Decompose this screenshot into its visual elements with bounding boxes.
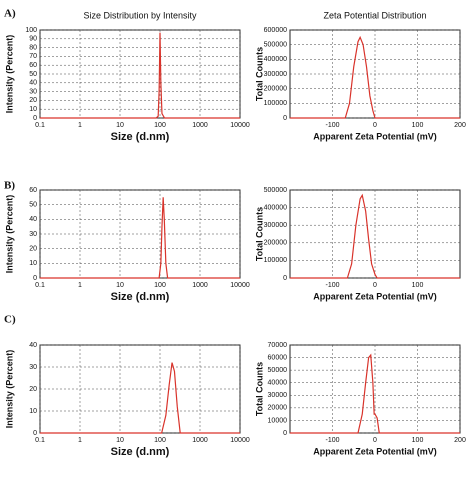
x-tick-label: 0.1 [35,282,45,289]
y-tick-label: 100000 [264,100,287,107]
y-tick-label: 200000 [264,240,287,247]
x-tick-label: 0 [373,437,377,444]
y-tick-label: 60 [29,187,37,194]
y-tick-label: 100 [25,27,37,34]
y-tick-label: 30 [29,231,37,238]
x-axis-label: Apparent Zeta Potential (mV) [313,446,437,456]
y-tick-label: 400000 [264,56,287,63]
x-tick-label: 100 [412,122,424,129]
y-tick-label: 10 [29,260,37,267]
panel-label: B) [4,180,15,192]
y-tick-label: 30000 [268,392,288,399]
y-tick-label: 70 [29,53,37,60]
y-tick-label: 70000 [268,342,288,349]
x-tick-label: 10000 [230,122,250,129]
y-tick-label: 300000 [264,222,287,229]
data-line [40,197,240,279]
x-tick-label: 100 [154,437,166,444]
x-tick-label: 100 [154,122,166,129]
y-tick-label: 500000 [264,42,287,49]
x-tick-label: -100 [325,437,339,444]
data-line [290,35,460,119]
x-axis-label: Size (d.nm) [111,291,170,303]
chart-title: Size Distribution by Intensity [83,10,197,20]
x-tick-label: 1 [78,122,82,129]
x-tick-label: 1000 [192,437,208,444]
y-tick-label: 50 [29,71,37,78]
y-tick-label: 200000 [264,86,287,93]
x-axis-label: Size (d.nm) [111,131,170,143]
y-tick-label: 30 [29,88,37,95]
x-tick-label: 1000 [192,282,208,289]
y-tick-label: 30 [29,364,37,371]
y-tick-label: 40 [29,80,37,87]
y-tick-label: 40 [29,342,37,349]
y-tick-label: 20 [29,386,37,393]
y-tick-label: 40000 [268,380,288,387]
y-tick-label: 0 [283,430,287,437]
x-tick-label: 200 [454,122,466,129]
y-tick-label: 50 [29,202,37,209]
y-tick-label: 500000 [264,187,287,194]
y-tick-label: 600000 [264,27,287,34]
y-axis-label: Total Counts [254,47,264,101]
x-axis-label: Size (d.nm) [111,446,170,458]
x-tick-label: 200 [454,437,466,444]
y-tick-label: 0 [283,275,287,282]
y-tick-label: 0 [33,430,37,437]
y-axis-label: Total Counts [254,207,264,261]
y-tick-label: 60 [29,62,37,69]
x-tick-label: 0.1 [35,437,45,444]
y-tick-label: 90 [29,36,37,43]
x-tick-label: 10 [116,282,124,289]
y-tick-label: 20 [29,246,37,253]
x-tick-label: 0 [373,282,377,289]
y-tick-label: 80 [29,44,37,51]
chart-title: Zeta Potential Distribution [323,10,426,20]
y-tick-label: 100000 [264,257,287,264]
x-tick-label: 1 [78,437,82,444]
y-tick-label: 0 [33,275,37,282]
y-tick-label: 10000 [268,417,288,424]
y-axis-label: Intensity (Percent) [4,195,14,274]
x-tick-label: 0.1 [35,122,45,129]
x-tick-label: 1 [78,282,82,289]
y-axis-label: Intensity (Percent) [4,35,14,114]
x-tick-label: 10 [116,437,124,444]
x-tick-label: 100 [412,437,424,444]
y-tick-label: 10 [29,106,37,113]
data-line [290,193,460,279]
y-tick-label: 0 [283,115,287,122]
y-tick-label: 20000 [268,405,288,412]
y-tick-label: 10 [29,408,37,415]
data-line [40,32,240,119]
y-axis-label: Intensity (Percent) [4,350,14,429]
x-tick-label: -100 [325,282,339,289]
x-axis-label: Apparent Zeta Potential (mV) [313,131,437,141]
x-tick-label: 10000 [230,437,250,444]
x-tick-label: 10 [116,122,124,129]
y-axis-label: Total Counts [254,362,264,416]
x-tick-label: 0 [373,122,377,129]
x-axis-label: Apparent Zeta Potential (mV) [313,291,437,301]
y-tick-label: 300000 [264,71,287,78]
y-tick-label: 60000 [268,354,288,361]
y-tick-label: 20 [29,97,37,104]
data-line [40,362,240,434]
panel-label: C) [4,314,16,326]
x-tick-label: 10000 [230,282,250,289]
x-tick-label: -100 [325,122,339,129]
y-tick-label: 50000 [268,367,288,374]
y-tick-label: 40 [29,216,37,223]
y-tick-label: 0 [33,115,37,122]
x-tick-label: 100 [412,282,424,289]
x-tick-label: 1000 [192,122,208,129]
panel-label: A) [4,8,16,20]
y-tick-label: 400000 [264,204,287,211]
x-tick-label: 100 [154,282,166,289]
data-line [290,353,460,434]
